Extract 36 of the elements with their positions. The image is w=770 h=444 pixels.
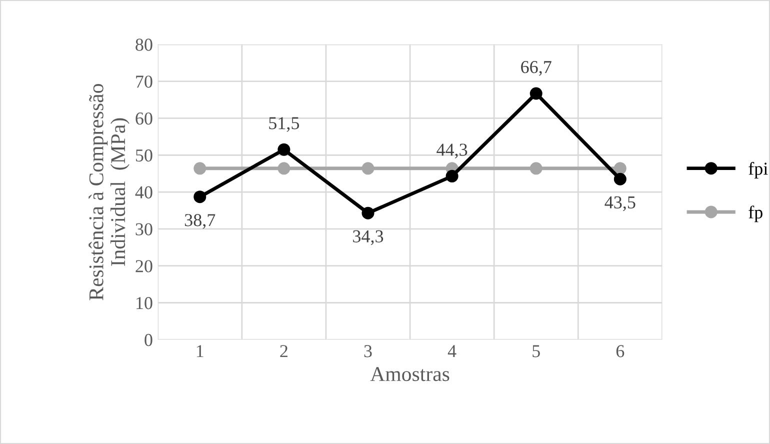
x-tick-label: 5 [532,345,540,358]
data-label: 43,5 [604,196,636,212]
data-label: 51,5 [269,117,300,132]
y-tick-label: 30 [136,223,152,236]
x-tick-label: 6 [616,345,624,358]
point [530,162,542,175]
data-label: 66,7 [521,61,552,76]
x-tick-label: 4 [448,345,456,358]
data-label: 44,3 [436,144,468,158]
legend-label: fp [748,206,762,222]
point [362,162,374,175]
point [194,162,206,175]
x-axis-title: Amostras [370,367,450,382]
x-tick-label: 1 [196,345,204,358]
x-tick-label: 3 [364,345,372,358]
y-tick-label: 70 [136,76,152,88]
y-tick-label: 10 [136,297,152,310]
y-tick-label: 80 [136,38,152,51]
y-tick-label: 0 [144,334,152,346]
y-axis-title: Resistência à Compressão Individual (MPa) [88,84,130,300]
data-label: 38,7 [184,214,216,229]
x-tick-label: 2 [280,345,288,358]
y-tick-label: 60 [136,112,152,125]
point [278,162,290,175]
legend-label: fpi [748,162,768,178]
y-tick-label: 40 [135,186,152,198]
y-tick-label: 50 [136,149,152,162]
y-tick-label: 20 [136,260,152,272]
point [362,206,374,220]
point [278,143,290,156]
point [194,190,206,204]
point [614,162,626,175]
point [446,170,458,182]
point [530,87,542,100]
point [614,172,626,186]
data-label: 34,3 [353,230,384,246]
